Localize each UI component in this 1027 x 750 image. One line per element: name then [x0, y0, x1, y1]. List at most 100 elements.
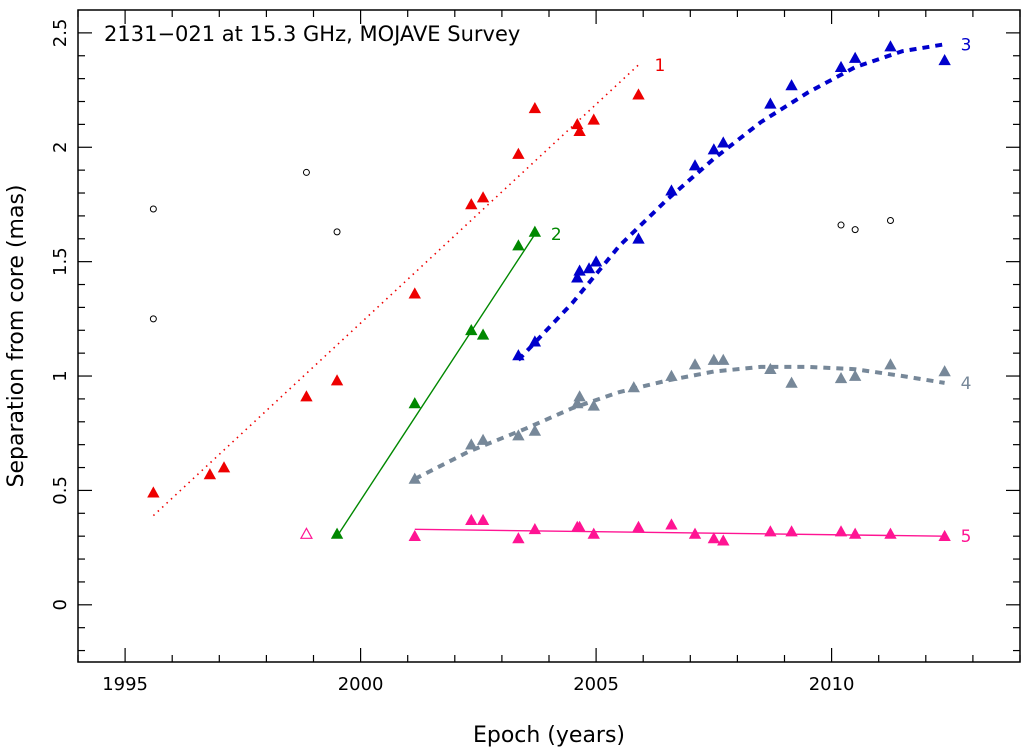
data-point-series-1 [573, 124, 586, 137]
data-point-series-1 [147, 486, 160, 498]
unassigned-data-point [149, 205, 157, 213]
data-point-series-5 [528, 522, 542, 535]
data-point-series-4 [764, 362, 777, 374]
data-point-series-3 [688, 159, 702, 171]
unassigned-data-point [886, 216, 894, 224]
fit-line-5 [414, 528, 945, 537]
data-point-series-4 [785, 376, 798, 388]
data-point-series-2 [512, 239, 525, 251]
data-point-series-2 [408, 397, 421, 409]
y-tick-label: 0 [50, 599, 71, 610]
data-point-series-5 [834, 525, 848, 537]
data-point-series-4 [938, 365, 951, 377]
data-point-series-4 [834, 371, 848, 384]
data-point-series-3 [512, 349, 525, 361]
data-point-series-4 [688, 358, 702, 370]
data-point-series-4 [665, 369, 678, 381]
y-tick-label: 2.5 [50, 19, 71, 48]
data-point-series-1 [408, 287, 421, 299]
data-point-series-1 [203, 468, 217, 480]
plot-frame [77, 9, 1021, 663]
data-point-series-4 [573, 390, 586, 402]
data-point-series-1 [571, 118, 584, 130]
data-point-series-4 [627, 381, 640, 393]
x-tick-label: 2000 [338, 674, 384, 695]
data-point-series-4 [707, 353, 721, 365]
data-point-series-5 [665, 518, 678, 530]
data-point-series-5 [717, 534, 730, 546]
x-axis-label: Epoch (years) [473, 723, 625, 748]
data-point-series-5 [938, 529, 951, 541]
data-point-series-2 [465, 323, 478, 336]
unassigned-data-point [149, 315, 157, 323]
series-label-2: 2 [551, 225, 562, 245]
data-point-series-5 [476, 513, 490, 525]
fit-line-3 [516, 42, 945, 362]
axis-ticks: 1995 2000 2005 2010 0 0.5 1 1.5 2 2.5 [50, 10, 1021, 695]
data-point-series-3 [785, 79, 798, 91]
data-point-series-3 [848, 51, 862, 63]
x-tick-label: 2010 [809, 674, 855, 695]
x-tick-label: 1995 [102, 674, 148, 695]
data-point-series-3 [589, 255, 603, 267]
series-label-4: 4 [961, 374, 972, 394]
data-point-series-3 [632, 232, 645, 244]
series-labels: 1 2 3 4 5 [551, 35, 972, 547]
fit-lines [152, 42, 945, 537]
data-point-series-3 [717, 136, 730, 148]
data-point-series-5 [587, 527, 600, 539]
series-label-1: 1 [654, 56, 665, 76]
fit-line-2 [336, 233, 536, 537]
data-point-series-4 [717, 353, 730, 365]
data-point-series-4 [408, 472, 421, 484]
data-point-series-4 [476, 433, 490, 445]
y-tick-label: 1.5 [50, 247, 71, 276]
data-point-series-5 [573, 520, 586, 532]
data-point-series-5 [785, 525, 798, 537]
fit-line-1 [152, 64, 640, 517]
data-point-series-3 [528, 335, 542, 347]
data-point-series-1 [330, 374, 344, 386]
unassigned-data-point [837, 221, 845, 229]
data-point-series-3 [707, 143, 721, 155]
data-point-series-4 [848, 369, 862, 381]
data-point-series-3 [582, 262, 596, 274]
data-point-series-1 [476, 191, 490, 203]
data-point-series-3 [764, 97, 777, 109]
data-point-series-5 [465, 513, 478, 525]
data-point-series-4 [512, 429, 525, 441]
data-point-series-4 [465, 438, 478, 450]
fit-line-4 [413, 364, 945, 481]
data-point-series-3 [834, 60, 848, 72]
data-point-series-1 [587, 113, 600, 125]
data-point-series-3 [938, 54, 951, 66]
data-point-series-5 [632, 520, 645, 532]
unassigned-data-point [333, 228, 341, 236]
data-point-series-2 [528, 225, 542, 237]
data-point-series-4 [884, 358, 897, 370]
data-point-series-5 [884, 527, 897, 539]
y-axis-label: Separation from core (mas) [4, 185, 29, 488]
data-point-series-5 [688, 527, 702, 539]
data-point-series-4 [587, 399, 600, 411]
data-point-series-1 [632, 88, 645, 100]
open-data-point-series-5 [299, 527, 313, 539]
data-point-series-5 [512, 532, 525, 544]
data-point-series-1 [217, 461, 231, 473]
data-point-series-1 [528, 102, 542, 114]
y-tick-label: 1 [50, 370, 71, 381]
data-point-series-5 [848, 527, 862, 539]
data-point-series-4 [571, 397, 584, 409]
data-point-series-5 [707, 532, 721, 544]
chart-title: 2131−021 at 15.3 GHz, MOJAVE Survey [104, 22, 520, 46]
data-point-series-2 [476, 328, 490, 340]
data-point-series-3 [571, 271, 584, 283]
series-label-3: 3 [961, 35, 972, 55]
data-point-series-3 [884, 40, 897, 52]
y-tick-label: 0.5 [50, 476, 71, 505]
data-point-series-5 [408, 529, 421, 541]
unassigned-data-point [302, 168, 310, 176]
unassigned-data-point [851, 226, 859, 234]
data-point-series-1 [300, 390, 313, 402]
